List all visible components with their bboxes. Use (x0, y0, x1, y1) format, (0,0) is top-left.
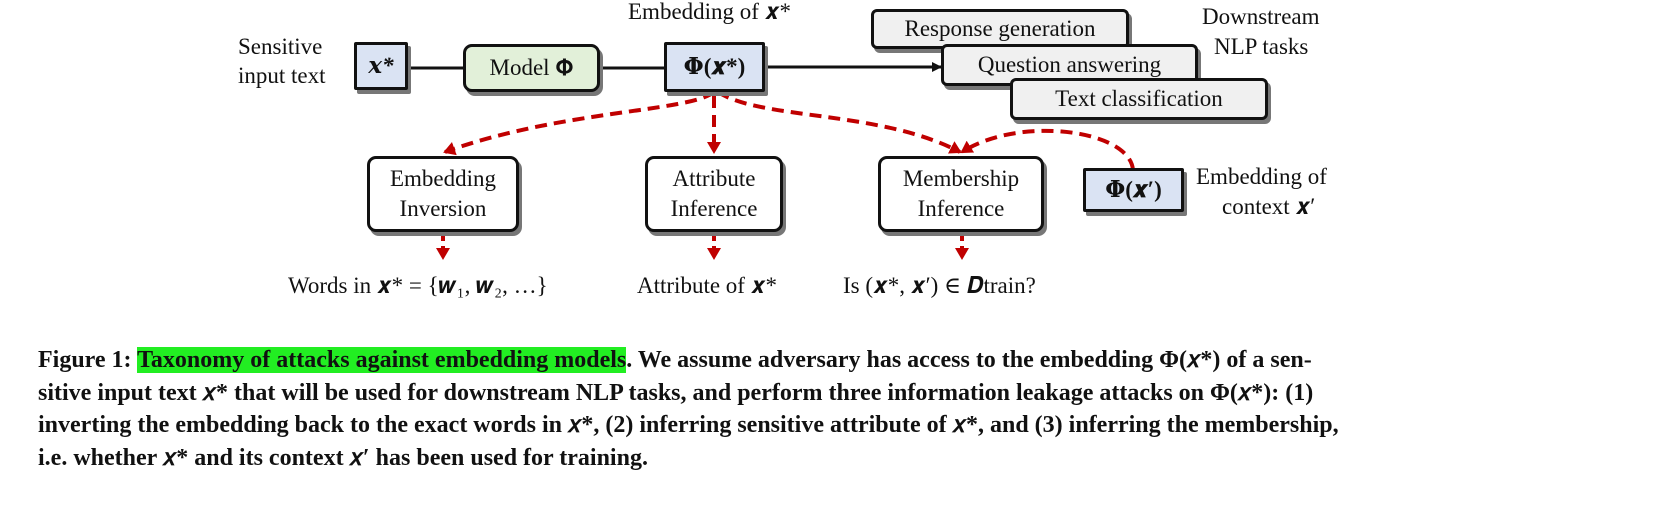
input-text-box: 𝒙* (354, 42, 408, 90)
context-label-line2: context 𝒙′ (1222, 194, 1316, 219)
task-label: Question answering (977, 52, 1162, 77)
attack-embedding-inversion: Embedding Inversion (367, 156, 519, 232)
task-text-classification: Text classification (1010, 78, 1268, 120)
arrow-to-membership (716, 90, 962, 154)
attack-line1: Embedding (389, 166, 497, 191)
input-text-symbol: 𝒙* (368, 53, 394, 78)
task-response-generation: Response generation (871, 9, 1129, 49)
result-membership: Is (𝒙*, 𝒙′) ∈ 𝑫train? (843, 273, 1036, 298)
caption-highlight: Taxonomy of attacks against embedding mo… (137, 347, 627, 373)
attack-line2: Inference (670, 196, 758, 221)
task-question-answering: Question answering (941, 44, 1198, 86)
caption-line-1: Figure 1: Taxonomy of attacks against em… (38, 344, 1638, 377)
embedding-top-label: Embedding of 𝒙* (628, 0, 791, 24)
attack-line2: Inversion (399, 196, 487, 221)
embedding-label: 𝚽(𝒙*) (683, 54, 746, 79)
downstream-label-line2: NLP tasks (1214, 34, 1309, 59)
model-label: Model 𝚽 (489, 55, 574, 80)
arrow-context-to-membership (960, 128, 1135, 171)
caption-line-4: i.e. whether 𝑥* and its context 𝑥′ has b… (38, 444, 648, 471)
attack-attribute-inference: Attribute Inference (645, 156, 783, 232)
caption-line-2: sitive input text 𝑥* that will be used f… (38, 379, 1314, 406)
sensitive-label-line1: Sensitive (238, 34, 323, 59)
result-attribute: Attribute of 𝒙* (637, 273, 777, 298)
task-label: Text classification (1055, 86, 1223, 111)
context-embedding-box: 𝚽(𝒙′) (1083, 168, 1184, 212)
task-label: Response generation (904, 16, 1096, 41)
attack-line1: Membership (902, 166, 1020, 191)
attack-membership-inference: Membership Inference (878, 156, 1044, 232)
caption-prefix: Figure 1: (38, 347, 138, 373)
caption-line1-rest: . We assume adversary has access to the … (626, 347, 1312, 373)
sensitive-label-line2: input text (238, 63, 326, 88)
arrow-to-inversion (443, 90, 716, 156)
figure-caption: Figure 1: Taxonomy of attacks against em… (38, 344, 1638, 474)
attack-line2: Inference (917, 196, 1005, 221)
attack-line1: Attribute (672, 166, 756, 191)
downstream-label-line1: Downstream (1202, 4, 1320, 29)
context-label-line1: Embedding of (1196, 164, 1327, 189)
model-box: Model 𝚽 (463, 44, 600, 92)
embedding-box: 𝚽(𝒙*) (664, 42, 765, 92)
result-inversion: Words in 𝒙* = {𝒘₁, 𝒘₂, …} (288, 273, 548, 298)
caption-line-3: inverting the embedding back to the exac… (38, 412, 1339, 438)
context-embedding-label: 𝚽(𝒙′) (1105, 177, 1162, 202)
